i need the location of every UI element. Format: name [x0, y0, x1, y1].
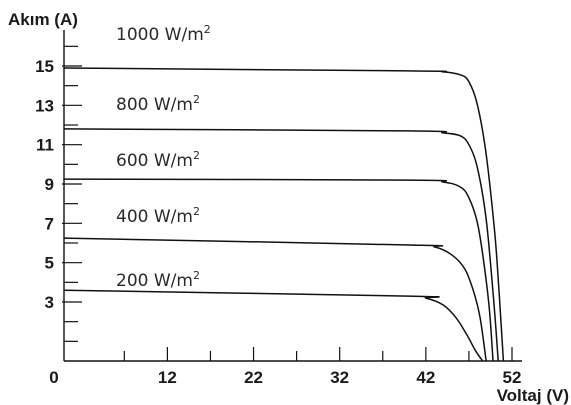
x-axis-title: Voltaj (V) — [497, 386, 569, 405]
x-tick-label: 22 — [244, 368, 263, 387]
series-label: 1000 W/m2 — [116, 23, 211, 45]
x-tick-label: 0 — [49, 368, 58, 387]
axes — [63, 30, 522, 362]
y-tick-label: 11 — [36, 136, 54, 155]
series-label: 600 W/m2 — [116, 149, 200, 171]
y-tick-label: 5 — [45, 254, 54, 273]
x-tick-label: 12 — [158, 368, 177, 387]
x-tick-label: 32 — [330, 368, 349, 387]
series-label: 200 W/m2 — [116, 269, 200, 291]
y-tick-label: 13 — [35, 96, 54, 115]
x-tick-label: 52 — [503, 368, 522, 387]
y-tick-label: 9 — [45, 175, 54, 194]
y-tick-label: 3 — [45, 293, 54, 312]
series-line — [63, 67, 505, 362]
ticks — [62, 45, 513, 361]
series-line — [63, 178, 494, 362]
curves — [63, 67, 505, 362]
series-line — [63, 289, 484, 362]
tick-labels: 3 5 7 9 11 13 15 0 12 22 32 42 52 — [35, 57, 521, 387]
x-tick-label: 42 — [416, 368, 435, 387]
series-line — [63, 237, 487, 362]
y-tick-label: 7 — [45, 214, 54, 233]
series-line — [63, 128, 499, 362]
y-tick-label: 15 — [35, 57, 54, 76]
series-labels: 1000 W/m2 800 W/m2 600 W/m2 400 W/m2 200 W/m… — [116, 23, 211, 291]
series-label: 800 W/m2 — [116, 93, 200, 115]
series-label: 400 W/m2 — [116, 205, 200, 227]
y-axis-title: Akım (A) — [8, 10, 78, 29]
